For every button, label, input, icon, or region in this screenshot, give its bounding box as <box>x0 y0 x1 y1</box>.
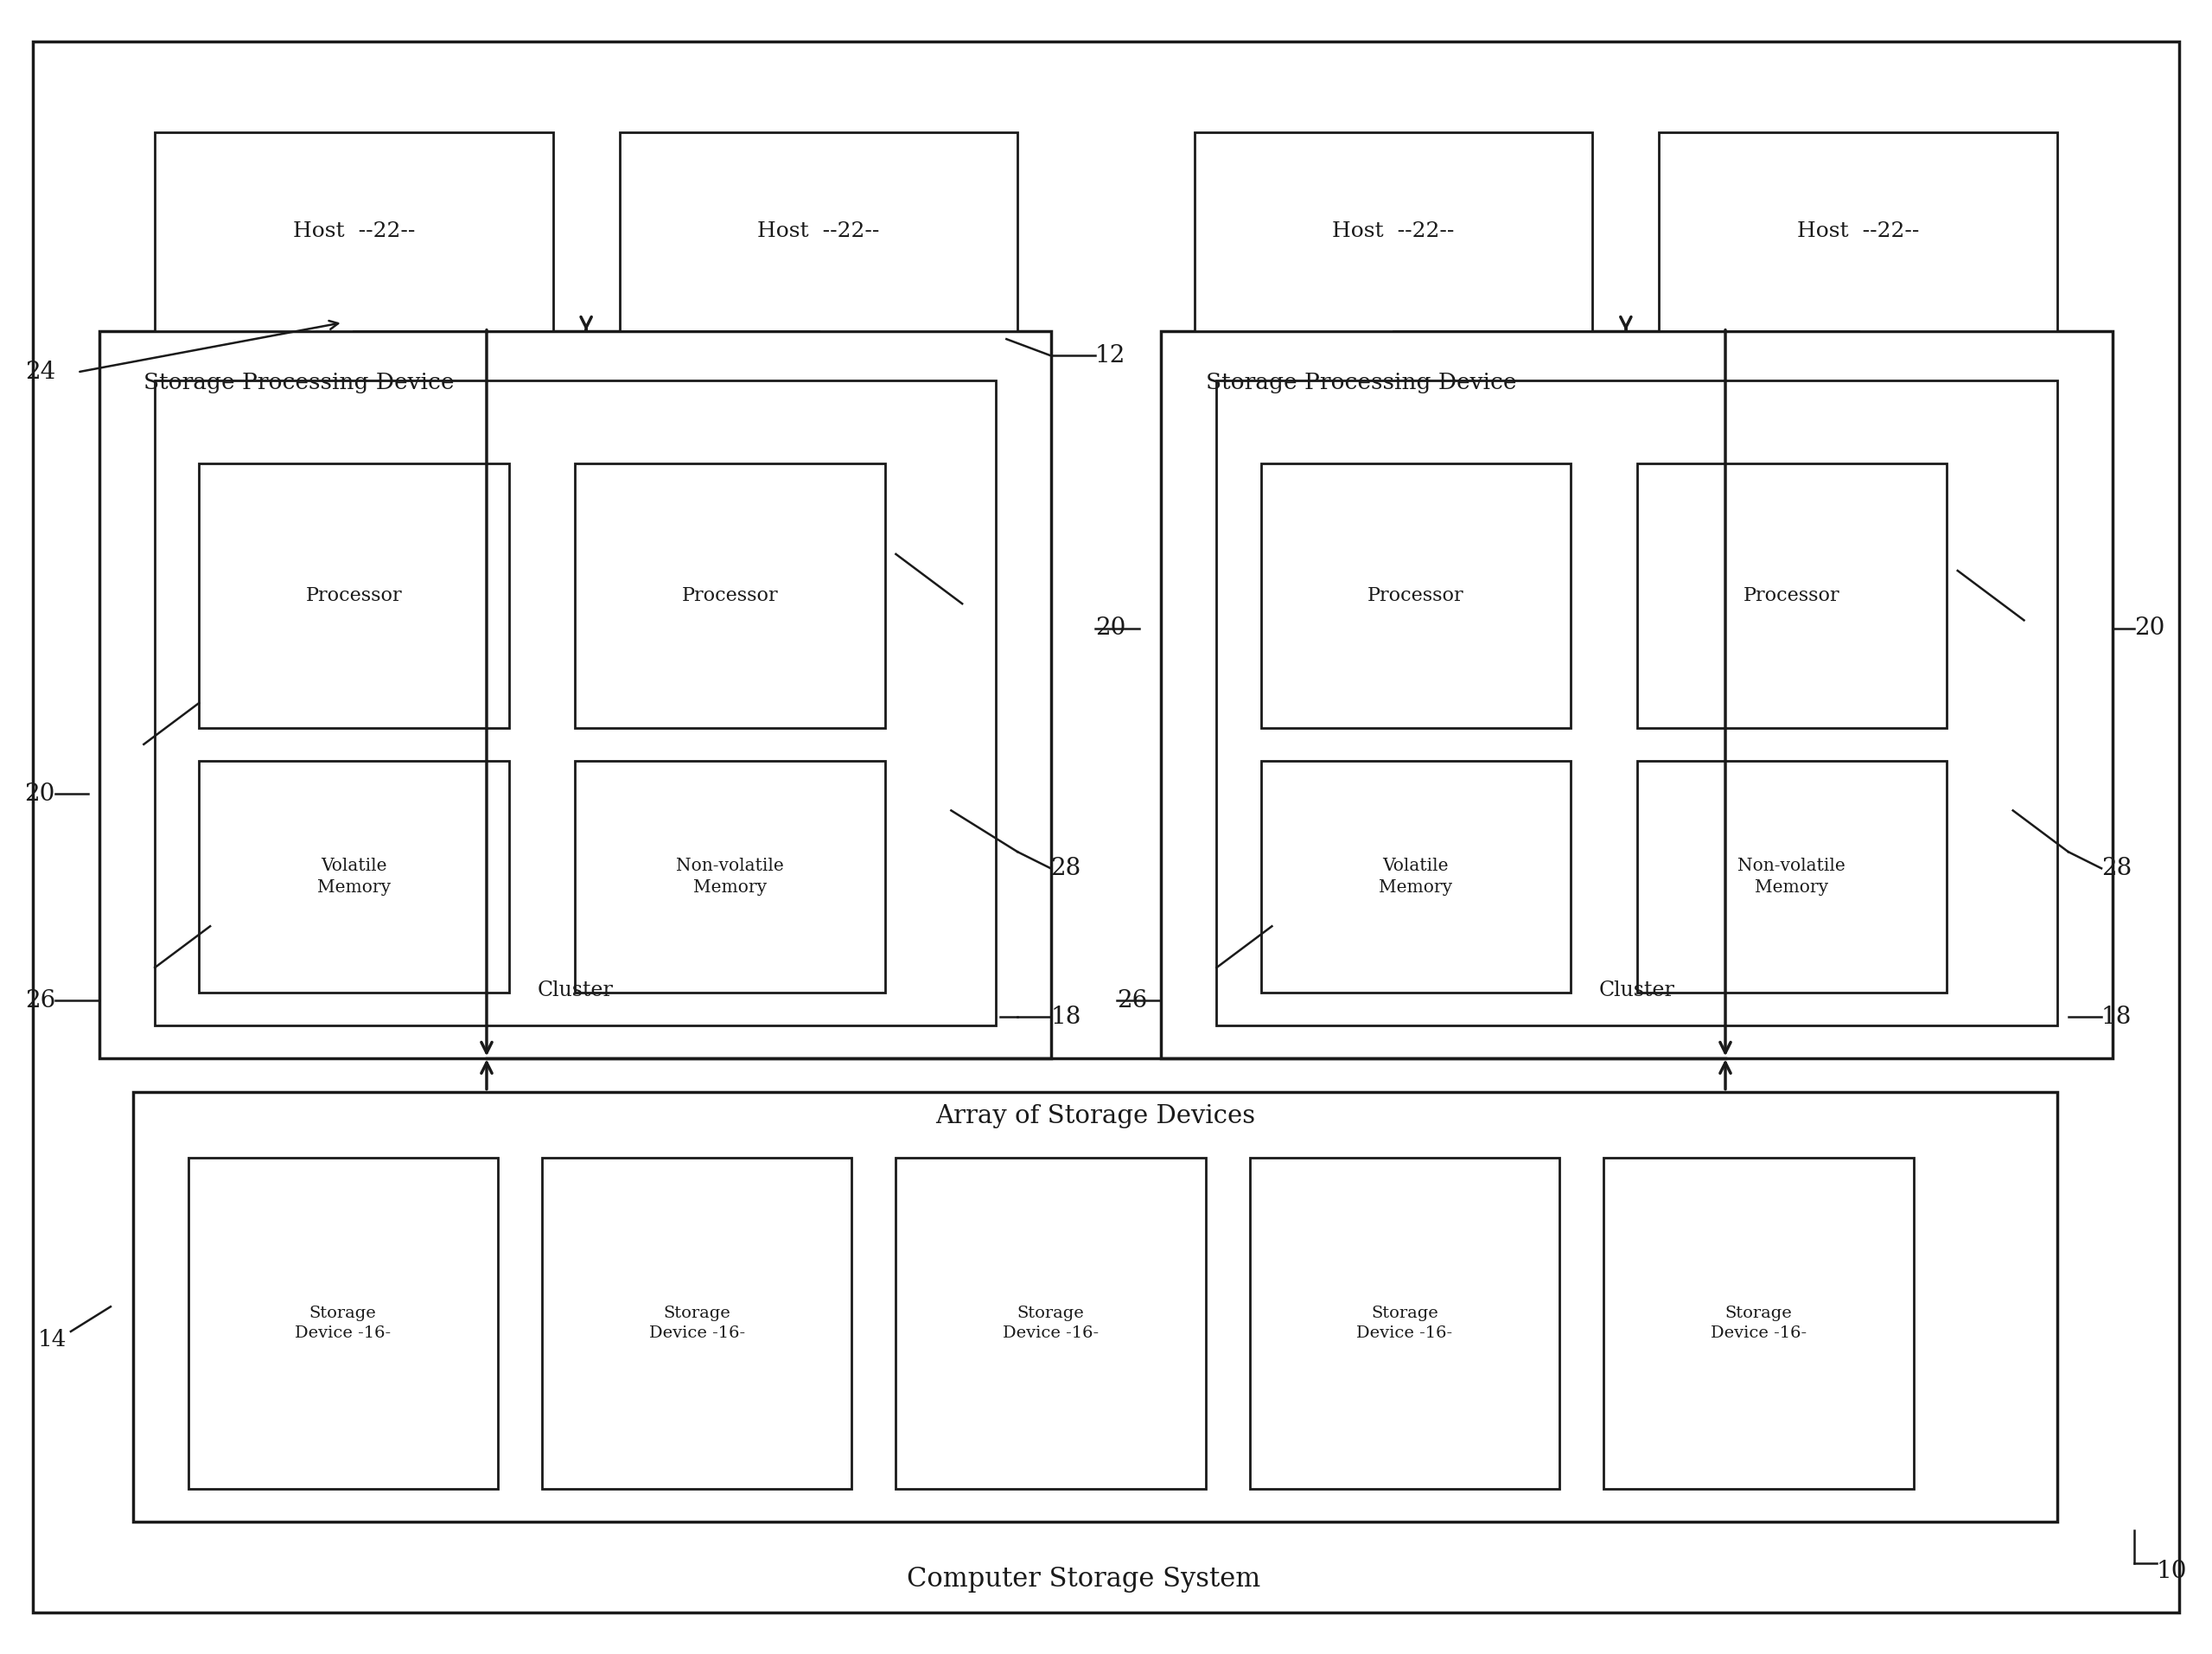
Text: Host  --22--: Host --22-- <box>757 222 880 241</box>
Bar <box>199 761 509 992</box>
Text: 18: 18 <box>2101 1006 2132 1029</box>
Text: Host  --22--: Host --22-- <box>292 222 416 241</box>
Text: Processor: Processor <box>681 586 779 605</box>
Bar <box>1637 463 1947 728</box>
Bar <box>155 380 995 1025</box>
Text: Processor: Processor <box>1743 586 1840 605</box>
Text: Storage
Device -16-: Storage Device -16- <box>648 1305 745 1341</box>
Bar <box>1261 463 1571 728</box>
Bar <box>1250 1158 1559 1489</box>
Bar <box>155 132 553 331</box>
Text: Processor: Processor <box>1367 586 1464 605</box>
Text: 20: 20 <box>1095 617 1126 640</box>
Text: Host  --22--: Host --22-- <box>1796 222 1920 241</box>
Bar <box>1161 331 2112 1059</box>
Bar <box>1217 380 2057 1025</box>
Bar <box>575 761 885 992</box>
Text: 18: 18 <box>1051 1006 1082 1029</box>
Text: Storage
Device -16-: Storage Device -16- <box>1710 1305 1807 1341</box>
Bar <box>1194 132 1593 331</box>
Text: Volatile
Memory: Volatile Memory <box>1378 858 1453 895</box>
Text: Storage
Device -16-: Storage Device -16- <box>294 1305 392 1341</box>
Text: 28: 28 <box>1051 857 1082 880</box>
Bar <box>133 1092 2057 1522</box>
Text: Storage Processing Device: Storage Processing Device <box>144 372 453 394</box>
Text: Storage
Device -16-: Storage Device -16- <box>1356 1305 1453 1341</box>
Bar <box>619 132 1018 331</box>
Text: Host  --22--: Host --22-- <box>1332 222 1455 241</box>
Bar <box>188 1158 498 1489</box>
Text: Cluster: Cluster <box>1599 981 1674 1001</box>
Bar <box>1637 761 1947 992</box>
Bar <box>896 1158 1206 1489</box>
Text: Non-volatile
Memory: Non-volatile Memory <box>1739 858 1845 895</box>
Text: 26: 26 <box>24 989 55 1012</box>
Text: Non-volatile
Memory: Non-volatile Memory <box>677 858 783 895</box>
Text: 12: 12 <box>1095 344 1126 367</box>
Text: Storage
Device -16-: Storage Device -16- <box>1002 1305 1099 1341</box>
Text: 26: 26 <box>1117 989 1148 1012</box>
Text: 28: 28 <box>2101 857 2132 880</box>
Text: 14: 14 <box>38 1328 66 1351</box>
Text: Cluster: Cluster <box>538 981 613 1001</box>
Bar <box>1261 761 1571 992</box>
Text: Volatile
Memory: Volatile Memory <box>316 858 392 895</box>
Text: 20: 20 <box>2135 617 2166 640</box>
Text: 10: 10 <box>2157 1560 2188 1583</box>
Bar <box>1604 1158 1913 1489</box>
Bar <box>100 331 1051 1059</box>
Text: 20: 20 <box>24 782 55 805</box>
Text: Computer Storage System: Computer Storage System <box>907 1566 1261 1593</box>
Bar <box>1659 132 2057 331</box>
Text: Storage Processing Device: Storage Processing Device <box>1206 372 1515 394</box>
Text: Processor: Processor <box>305 586 403 605</box>
Text: Array of Storage Devices: Array of Storage Devices <box>936 1105 1254 1128</box>
Bar <box>199 463 509 728</box>
Bar <box>575 463 885 728</box>
Bar <box>542 1158 852 1489</box>
Text: 24: 24 <box>24 361 55 384</box>
